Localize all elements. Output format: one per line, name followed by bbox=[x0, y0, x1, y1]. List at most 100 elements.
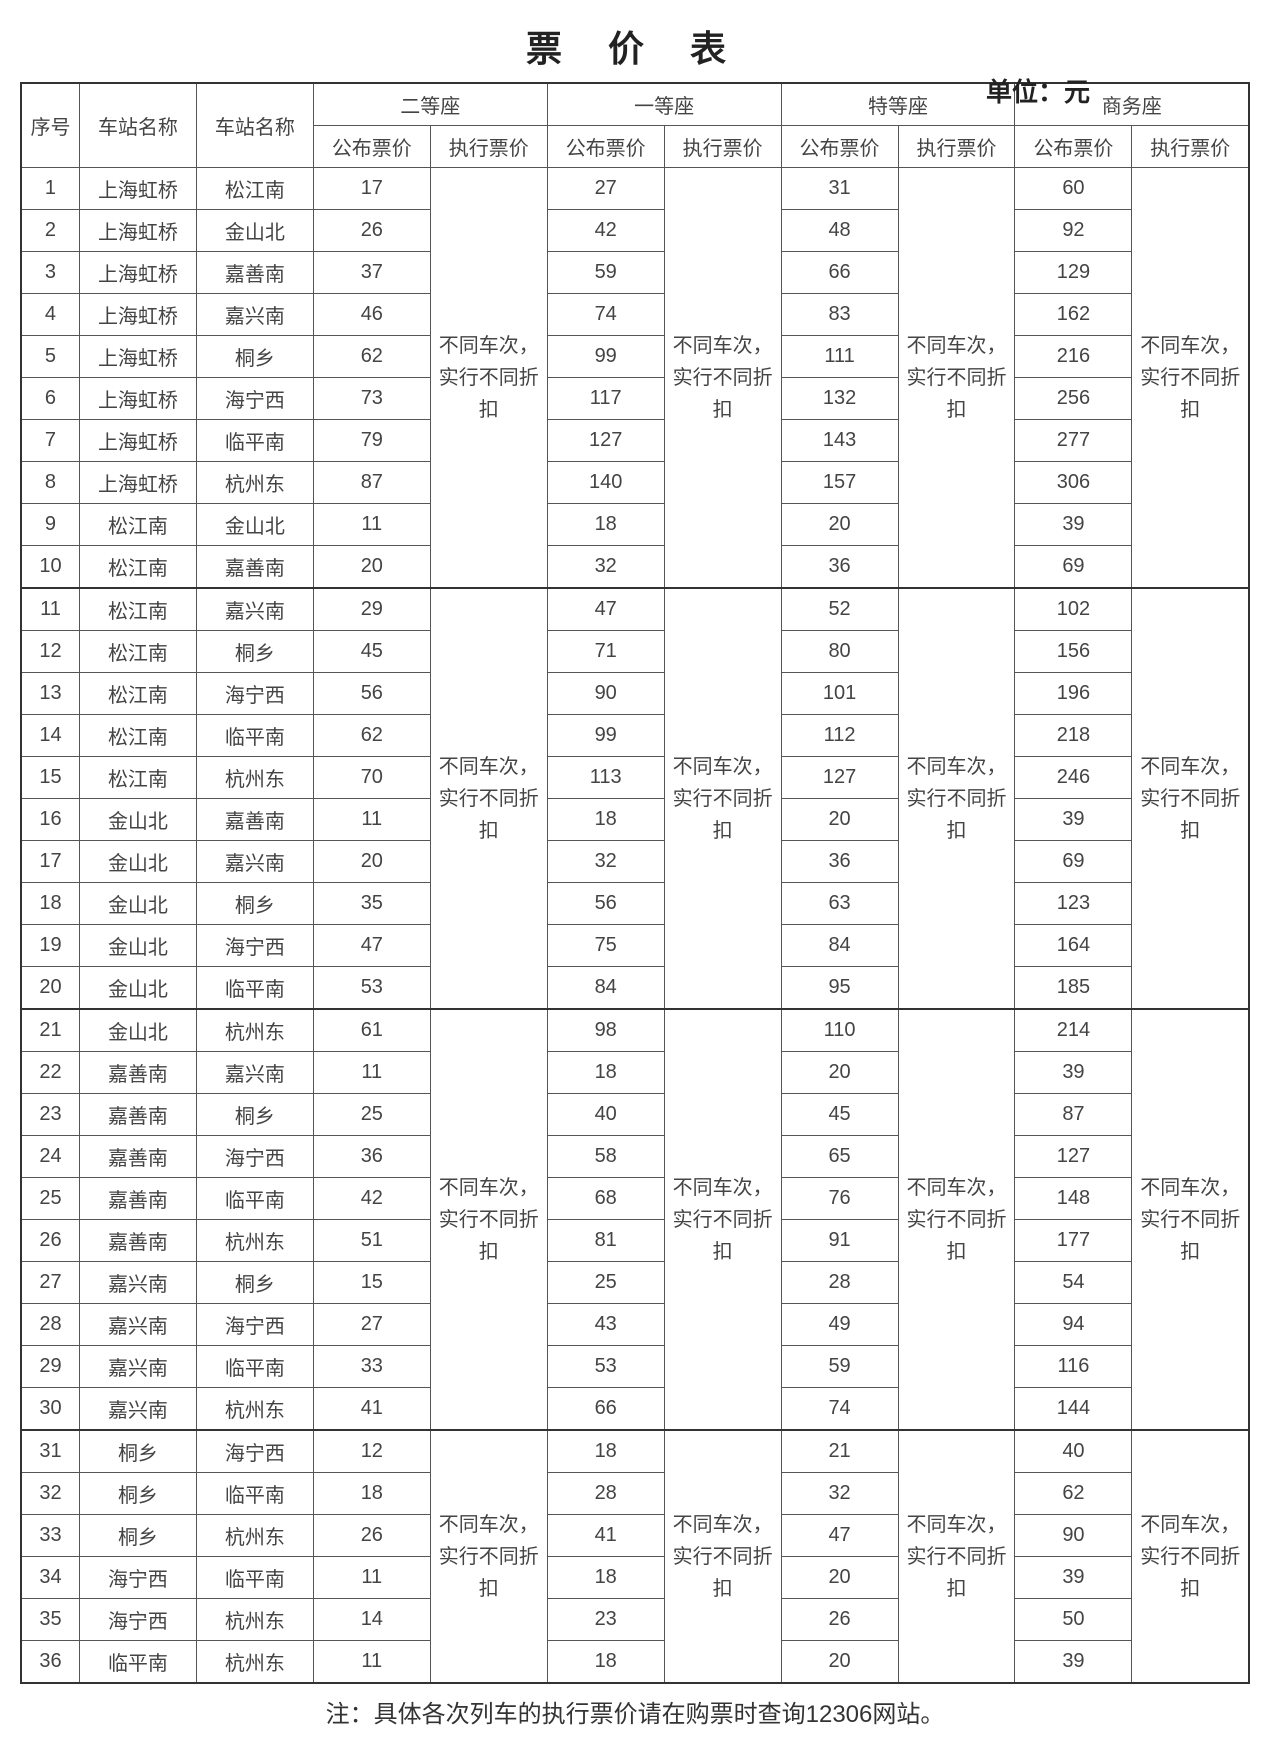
cell-pub-price: 62 bbox=[1015, 1473, 1132, 1515]
cell-pub-price: 99 bbox=[547, 336, 664, 378]
cell-station-to: 海宁西 bbox=[196, 1136, 313, 1178]
cell-station-from: 金山北 bbox=[79, 1009, 196, 1052]
cell-station-to: 桐乡 bbox=[196, 1262, 313, 1304]
cell-seq: 25 bbox=[21, 1178, 79, 1220]
cell-pub-price: 14 bbox=[313, 1599, 430, 1641]
cell-pub-price: 80 bbox=[781, 631, 898, 673]
table-row: 12松江南桐乡457180156 bbox=[21, 631, 1249, 673]
cell-pub-price: 45 bbox=[781, 1094, 898, 1136]
cell-station-from: 海宁西 bbox=[79, 1557, 196, 1599]
cell-pub-price: 214 bbox=[1015, 1009, 1132, 1052]
cell-pub-price: 36 bbox=[781, 841, 898, 883]
cell-pub-price: 95 bbox=[781, 967, 898, 1010]
cell-station-to: 松江南 bbox=[196, 168, 313, 210]
table-row: 26嘉善南杭州东518191177 bbox=[21, 1220, 1249, 1262]
cell-pub-price: 23 bbox=[547, 1599, 664, 1641]
cell-seq: 23 bbox=[21, 1094, 79, 1136]
cell-pub-price: 20 bbox=[781, 1557, 898, 1599]
cell-pub-price: 157 bbox=[781, 462, 898, 504]
cell-pub-price: 246 bbox=[1015, 757, 1132, 799]
cell-pub-price: 28 bbox=[781, 1262, 898, 1304]
cell-station-to: 临平南 bbox=[196, 1557, 313, 1599]
cell-station-to: 海宁西 bbox=[196, 1430, 313, 1473]
cell-pub-price: 94 bbox=[1015, 1304, 1132, 1346]
cell-pub-price: 75 bbox=[547, 925, 664, 967]
cell-exec-note: 不同车次，实行不同折扣 bbox=[898, 168, 1015, 589]
cell-station-to: 海宁西 bbox=[196, 1304, 313, 1346]
cell-pub-price: 79 bbox=[313, 420, 430, 462]
cell-pub-price: 62 bbox=[313, 336, 430, 378]
cell-pub-price: 32 bbox=[781, 1473, 898, 1515]
cell-seq: 7 bbox=[21, 420, 79, 462]
table-row: 24嘉善南海宁西365865127 bbox=[21, 1136, 1249, 1178]
cell-pub-price: 21 bbox=[781, 1430, 898, 1473]
cell-pub-price: 74 bbox=[547, 294, 664, 336]
col-station-from: 车站名称 bbox=[79, 83, 196, 168]
cell-pub-price: 25 bbox=[547, 1262, 664, 1304]
cell-exec-note: 不同车次，实行不同折扣 bbox=[898, 1430, 1015, 1683]
cell-pub-price: 20 bbox=[781, 1641, 898, 1684]
cell-exec-note: 不同车次，实行不同折扣 bbox=[898, 1009, 1015, 1430]
cell-pub-price: 43 bbox=[547, 1304, 664, 1346]
cell-seq: 16 bbox=[21, 799, 79, 841]
cell-pub-price: 102 bbox=[1015, 588, 1132, 631]
cell-pub-price: 66 bbox=[547, 1388, 664, 1431]
col-station-to: 车站名称 bbox=[196, 83, 313, 168]
footer-note: 注：具体各次列车的执行票价请在购票时查询12306网站。 bbox=[20, 1694, 1250, 1729]
cell-pub-price: 129 bbox=[1015, 252, 1132, 294]
cell-pub-price: 18 bbox=[547, 504, 664, 546]
cell-station-to: 临平南 bbox=[196, 1473, 313, 1515]
cell-pub-price: 84 bbox=[781, 925, 898, 967]
col-group-special: 特等座 bbox=[781, 83, 1015, 126]
cell-seq: 24 bbox=[21, 1136, 79, 1178]
cell-pub-price: 11 bbox=[313, 1052, 430, 1094]
cell-station-from: 松江南 bbox=[79, 673, 196, 715]
table-row: 32桐乡临平南18283262 bbox=[21, 1473, 1249, 1515]
cell-pub-price: 20 bbox=[313, 841, 430, 883]
cell-station-to: 临平南 bbox=[196, 1346, 313, 1388]
cell-pub-price: 306 bbox=[1015, 462, 1132, 504]
cell-seq: 18 bbox=[21, 883, 79, 925]
cell-pub-price: 56 bbox=[313, 673, 430, 715]
col-special-exec: 执行票价 bbox=[898, 126, 1015, 168]
cell-pub-price: 101 bbox=[781, 673, 898, 715]
cell-pub-price: 47 bbox=[781, 1515, 898, 1557]
cell-pub-price: 28 bbox=[547, 1473, 664, 1515]
table-row: 34海宁西临平南11182039 bbox=[21, 1557, 1249, 1599]
cell-station-to: 杭州东 bbox=[196, 462, 313, 504]
cell-pub-price: 35 bbox=[313, 883, 430, 925]
cell-pub-price: 39 bbox=[1015, 1557, 1132, 1599]
cell-station-from: 嘉善南 bbox=[79, 1178, 196, 1220]
table-body: 1上海虹桥松江南17不同车次，实行不同折扣27不同车次，实行不同折扣31不同车次… bbox=[21, 168, 1249, 1684]
cell-station-from: 嘉兴南 bbox=[79, 1262, 196, 1304]
cell-pub-price: 71 bbox=[547, 631, 664, 673]
col-business-exec: 执行票价 bbox=[1132, 126, 1249, 168]
cell-station-from: 嘉兴南 bbox=[79, 1388, 196, 1431]
cell-pub-price: 63 bbox=[781, 883, 898, 925]
table-row: 30嘉兴南杭州东416674144 bbox=[21, 1388, 1249, 1431]
cell-station-from: 松江南 bbox=[79, 757, 196, 799]
cell-seq: 11 bbox=[21, 588, 79, 631]
cell-pub-price: 143 bbox=[781, 420, 898, 462]
cell-pub-price: 11 bbox=[313, 1641, 430, 1684]
cell-pub-price: 68 bbox=[547, 1178, 664, 1220]
unit-label: 单位：元 bbox=[986, 72, 1090, 109]
col-special-pub: 公布票价 bbox=[781, 126, 898, 168]
table-row: 25嘉善南临平南426876148 bbox=[21, 1178, 1249, 1220]
cell-pub-price: 218 bbox=[1015, 715, 1132, 757]
cell-pub-price: 18 bbox=[547, 1430, 664, 1473]
cell-seq: 29 bbox=[21, 1346, 79, 1388]
cell-station-to: 嘉善南 bbox=[196, 252, 313, 294]
cell-pub-price: 25 bbox=[313, 1094, 430, 1136]
cell-seq: 26 bbox=[21, 1220, 79, 1262]
cell-pub-price: 62 bbox=[313, 715, 430, 757]
cell-station-from: 桐乡 bbox=[79, 1430, 196, 1473]
cell-station-to: 嘉兴南 bbox=[196, 841, 313, 883]
cell-station-from: 桐乡 bbox=[79, 1473, 196, 1515]
cell-station-to: 杭州东 bbox=[196, 1388, 313, 1431]
cell-station-to: 嘉善南 bbox=[196, 799, 313, 841]
cell-station-to: 临平南 bbox=[196, 420, 313, 462]
page-title: 票 价 表 bbox=[20, 20, 1250, 72]
cell-station-from: 上海虹桥 bbox=[79, 378, 196, 420]
cell-pub-price: 113 bbox=[547, 757, 664, 799]
